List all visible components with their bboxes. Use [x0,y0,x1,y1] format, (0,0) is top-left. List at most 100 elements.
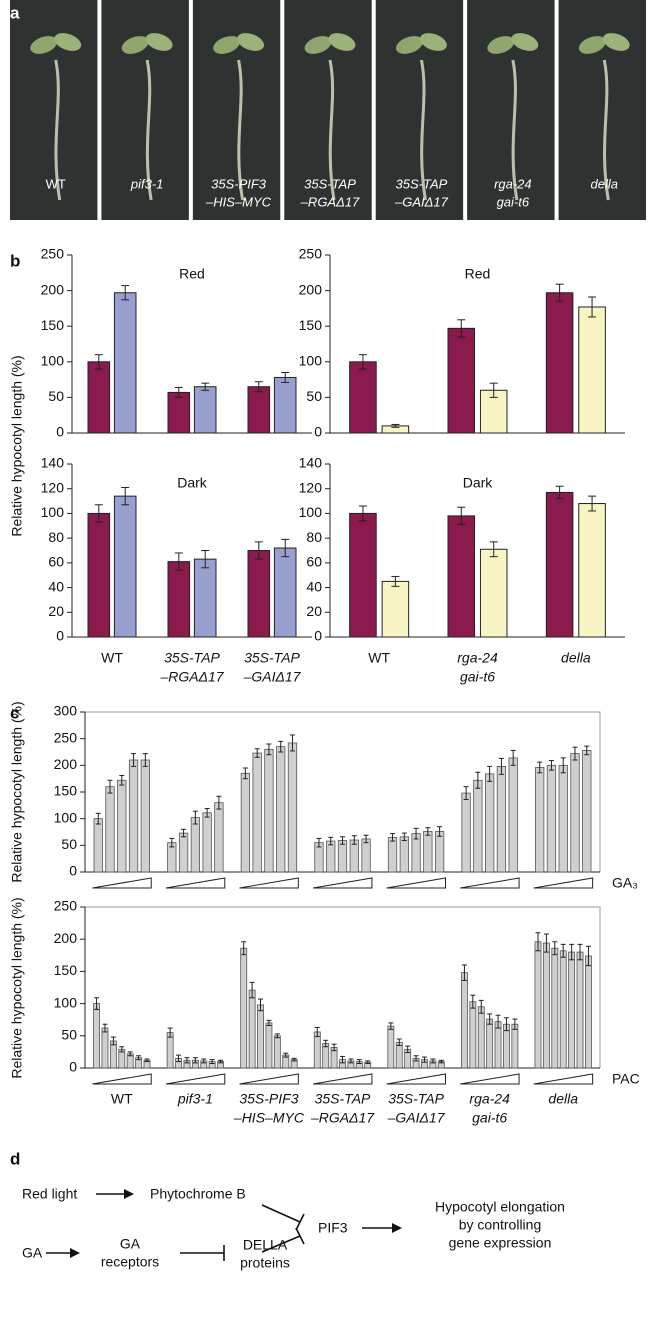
seedling-leaf [487,36,515,54]
y-tick-label: 120 [41,479,65,495]
photo-panel [10,0,98,220]
y-tick-label: 250 [54,898,78,914]
bar [423,831,433,873]
seedling-stem [237,59,245,201]
x-axis-label: PAC [612,1071,640,1087]
bar [395,1041,403,1069]
diagram: Red light Phytochrome B PIF3 Hypocotyl e… [22,1186,565,1271]
bar [287,742,298,873]
dose-wedge [92,877,152,889]
inhibition [261,1227,305,1253]
arrowhead [70,1248,80,1258]
photo-label: 35S-PIF3 [211,176,267,191]
bar [326,840,336,873]
y-tick-label: 150 [41,317,65,333]
photo-label: –RGAΔ17 [300,194,360,209]
chart-title: Red [465,266,491,282]
bar [535,767,545,873]
bar [460,972,468,1069]
dose-wedge [533,1073,594,1085]
bar [105,786,115,873]
photo-panel [284,0,372,220]
x-tick-label: gai-t6 [472,1110,507,1126]
dose-wedge [165,1073,226,1085]
node-label: Red light [22,1186,77,1202]
bar [349,361,377,434]
photo-label: gai-t6 [497,194,530,209]
seedling-leaf [395,36,423,54]
bar [508,757,518,873]
dose-wedge [460,877,520,889]
y-tick-label: 100 [54,809,78,825]
bar [434,831,445,873]
y-tick-label: 100 [299,353,323,369]
bar [349,839,359,873]
seedling-leaf [602,33,630,51]
bar [273,547,297,638]
y-tick-label: 250 [299,246,323,262]
bar [578,306,606,434]
bar [337,840,348,873]
bar [545,292,574,434]
dose-wedge [239,877,299,889]
bar [273,1035,281,1069]
y-tick-label: 0 [56,424,64,440]
y-tick-label: 50 [61,1027,77,1043]
x-tick-label: WT [368,650,390,666]
bar [93,1003,100,1069]
photo-label: –GAIΔ17 [394,194,449,209]
y-tick-label: 200 [299,281,323,297]
y-tick-label: 150 [299,317,323,333]
bar [387,836,398,873]
photo-strip: WT pif3-1 35S-PIF3 –HIS–MYC 35S-TAP –RGAΔ17 35… [10,0,646,220]
y-tick-label: 60 [306,554,322,570]
node-label: by controlling [459,1217,542,1233]
bar [479,548,508,638]
photo-label: 35S-TAP [396,176,448,191]
x-tick-label: della [548,1091,578,1107]
bar [140,759,150,873]
node-label: receptors [101,1254,159,1270]
seedling-leaf [304,36,332,54]
photo-panel [467,0,555,220]
chart-title: Dark [177,475,208,491]
bar [93,818,103,873]
panel-letter: a [10,3,20,22]
bar [461,792,471,873]
seedling-leaf [237,33,265,51]
x-tick-label: 35S-TAP [315,1091,371,1107]
x-tick-label: WT [111,1091,133,1107]
y-tick-label: 100 [54,994,78,1010]
bar [166,1032,174,1069]
bar [276,746,286,873]
bar [551,947,559,1069]
panel-letter: d [10,1149,20,1168]
dose-wedge [312,877,373,889]
x-tick-label: 35S-PIF3 [239,1091,298,1107]
bar [240,947,248,1069]
dose-wedge [386,1073,446,1085]
bar [247,550,271,638]
photo-label: pif3-1 [130,176,164,191]
bar [252,752,262,873]
x-tick-label: –RGAΔ17 [159,669,224,685]
x-tick-label: –GAIΔ17 [387,1110,446,1126]
x-tick-label: della [561,650,591,666]
bar [473,779,483,873]
y-tick-label: 50 [306,388,322,404]
seedling-leaf [145,33,173,51]
bar [265,1022,273,1069]
bar [387,1025,395,1069]
y-tick-label: 0 [314,424,322,440]
node-label: GA [120,1236,141,1252]
bar [534,941,542,1069]
seedling-leaf [213,36,241,54]
bar [447,327,476,434]
bar [485,773,495,873]
bar [477,1006,485,1069]
bar [578,503,606,638]
bar [469,1001,477,1069]
node-label: PIF3 [318,1220,348,1236]
photo-label: rga-24 [494,176,532,191]
bar [87,512,111,638]
